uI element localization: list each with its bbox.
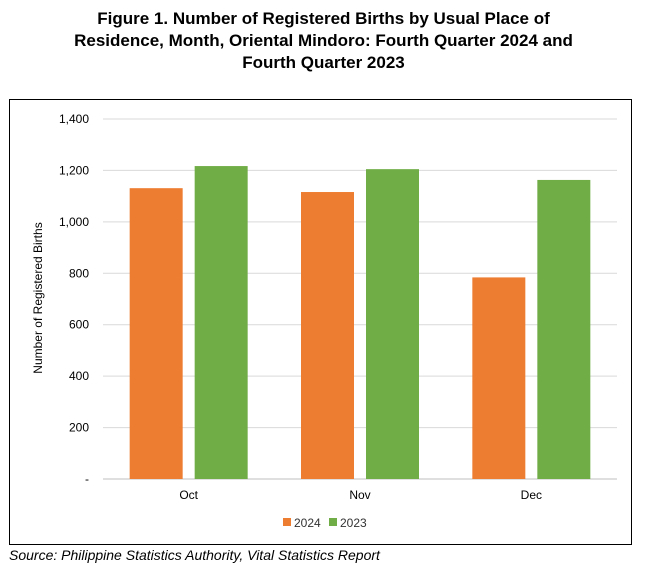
bars — [129, 166, 591, 480]
y-axis-ticks: - 200 400 600 800 1,000 1,200 1,400 — [59, 112, 89, 486]
x-tick-label: Nov — [349, 488, 370, 502]
x-tick-label: Dec — [521, 488, 542, 502]
x-tick-label: Oct — [179, 488, 198, 502]
bar-2024-dec — [472, 277, 526, 479]
title-line-2: Residence, Month, Oriental Mindoro: Four… — [74, 31, 573, 50]
source-note: Source: Philippine Statistics Authority,… — [9, 547, 380, 563]
legend-swatch-2024 — [283, 518, 291, 526]
bar-2024-oct — [129, 188, 183, 479]
x-axis-ticks: Oct Nov Dec — [179, 488, 542, 502]
y-tick-label: 200 — [69, 421, 89, 435]
title-line-1: Figure 1. Number of Registered Births by… — [97, 9, 550, 28]
y-tick-label: 600 — [69, 318, 89, 332]
title-line-3: Fourth Quarter 2023 — [242, 53, 405, 72]
gridlines — [103, 118, 617, 480]
bar-2023-oct — [194, 166, 248, 480]
chart-frame — [9, 99, 632, 545]
y-tick-label: 1,200 — [59, 163, 89, 177]
y-tick-label: 1,000 — [59, 215, 89, 229]
y-tick-label: 1,400 — [59, 112, 89, 126]
y-tick-label: 800 — [69, 266, 89, 280]
bar-2024-nov — [301, 192, 354, 479]
legend-label-2023: 2023 — [340, 516, 367, 530]
legend: 2024 2023 — [283, 516, 367, 530]
y-axis-label: Number of Registered Births — [31, 222, 45, 373]
legend-label-2024: 2024 — [294, 516, 321, 530]
bar-2023-nov — [366, 169, 419, 479]
y-tick-label: - — [85, 472, 89, 486]
legend-swatch-2023 — [329, 518, 337, 526]
bar-2023-dec — [537, 179, 591, 479]
chart-title: Figure 1. Number of Registered Births by… — [0, 8, 647, 74]
y-tick-label: 400 — [69, 369, 89, 383]
